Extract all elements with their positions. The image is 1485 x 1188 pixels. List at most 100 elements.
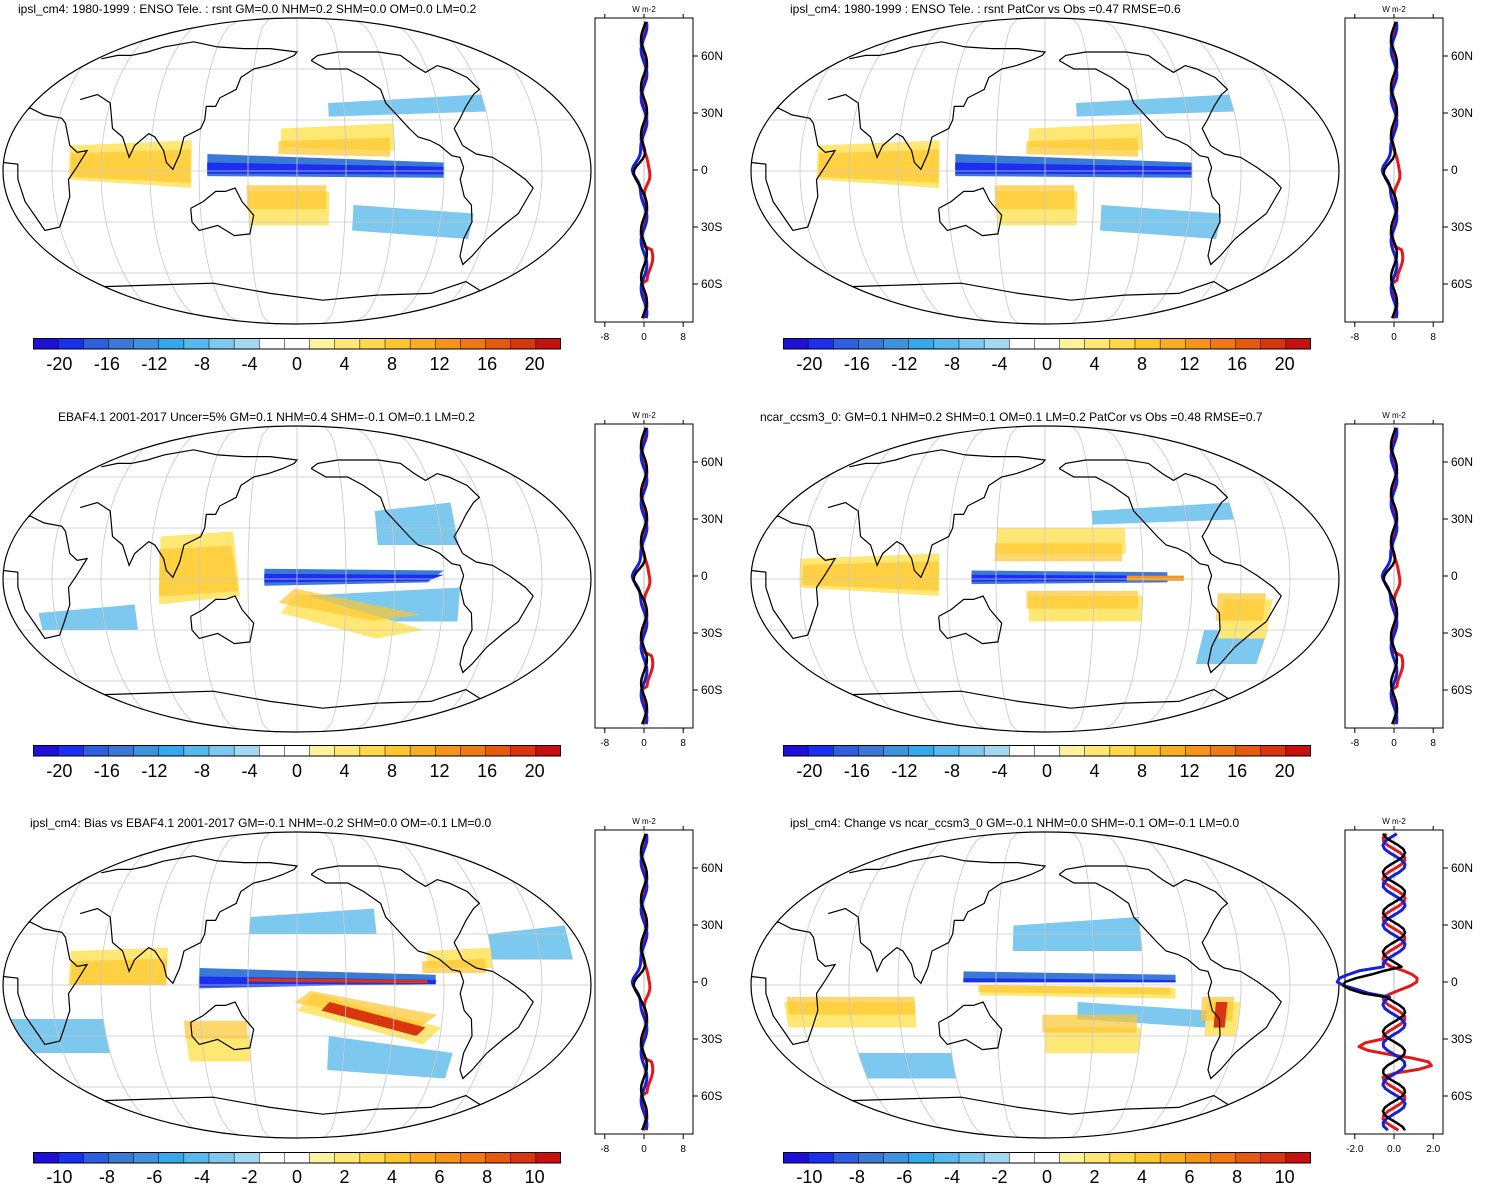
graticule-line [51,18,163,324]
graticule-line [377,426,445,732]
colorbar-tick-label: 12 [1179,761,1200,781]
colorbar-swatch [535,338,561,350]
graticule-line [198,426,244,732]
colorbar-tick-label: -12 [891,761,918,781]
coastline [80,41,299,171]
anomaly-region [246,185,327,210]
colorbar-tick-label: 8 [387,761,398,781]
coastline [800,280,1290,301]
colorbar-swatch [1235,1152,1262,1164]
anomaly-region [1045,1027,1142,1053]
coastline [310,459,534,674]
colorbar-swatch [535,745,561,757]
colorbar-tick-label: 12 [429,761,450,781]
panel-title: ipsl_cm4: Change vs ncar_ccsm3_0 GM=-0.1… [790,816,1240,830]
anomaly-region [1042,1014,1138,1033]
graticule-line [198,832,244,1138]
profile-lat-tick-label: 60S [701,1089,722,1103]
colorbar-swatch [1185,1152,1211,1164]
colorbar-swatch [958,1152,985,1164]
colorbar-swatch [858,745,885,757]
coastline [828,41,1047,171]
colorbar-swatch [57,338,84,350]
panel-title: ipsl_cm4: 1980-1999 : ENSO Tele. : rsnt … [18,2,477,16]
zonal-profile: W m-2 -8 0 8 60N 30N 0 30S 60S [1344,5,1473,343]
colorbar-swatch [259,745,285,757]
colorbar-swatch [1034,1152,1061,1164]
colorbar-swatch [908,338,935,350]
profile-lat-tick-label: 30S [701,626,722,640]
profile-lat-tick-label: 60S [701,683,722,697]
world-map [2,17,592,325]
graticule-line [404,18,494,324]
colorbar-swatch [883,1152,910,1164]
coastline [751,515,837,640]
colorbar-swatch [83,338,109,350]
panel-title: ncar_ccsm3_0: GM=0.1 NHM=0.2 SHM=0.1 OM=… [760,410,1263,424]
colorbar-swatch [33,1152,59,1164]
graticule-line [946,18,992,324]
colorbar-tick-label: -8 [943,761,960,781]
colorbar-swatch [208,745,235,757]
colorbar-swatch [284,338,311,350]
profile-x-tick-label: 8 [1430,738,1436,749]
colorbar-swatch [208,1152,235,1164]
colorbar-swatch [183,338,210,350]
anomaly-region [802,561,939,591]
colorbar-swatch [233,338,260,350]
colorbar-swatch [510,1152,537,1164]
colorbar-swatch [309,1152,336,1164]
anomaly-region [994,543,1123,562]
graticule-line [350,832,396,1138]
graticule-line [149,426,217,732]
colorbar-swatch [409,1152,436,1164]
coastline [52,1094,542,1115]
colorbar-tick-label: -4 [241,761,258,781]
colorbar-tick-label: 8 [1137,354,1148,374]
coastline [1058,865,1282,1080]
colorbar-swatch [1210,745,1237,757]
colorbar-tick-label: 0 [1041,354,1053,374]
profile-x-tick-label: 0 [641,332,647,343]
world-map [750,17,1340,325]
colorbar-swatch [33,338,59,350]
colorbar-swatch [933,745,960,757]
colorbar [783,745,1311,757]
anomaly-region [1091,502,1235,525]
anomaly-region [70,958,168,985]
colorbar-swatch [1109,745,1136,757]
colorbar-swatch [485,1152,512,1164]
colorbar-swatch [1009,338,1035,350]
colorbar-swatch [1210,338,1237,350]
profile-x-tick-label: 0.0 [1387,1144,1401,1155]
graticule-line [897,832,965,1138]
colorbar-tick-label: -16 [843,761,870,781]
colorbar-swatch [1009,1152,1035,1164]
colorbar-swatch [958,338,985,350]
colorbar-tick-label: -12 [141,354,168,374]
coastline [751,107,837,232]
colorbar-swatch [807,338,834,350]
profile-lat-tick-label: 30N [701,918,723,932]
colorbar-swatch [460,338,487,350]
graticule-line [431,832,543,1138]
graticule-line [149,18,217,324]
graticule-line [848,18,938,324]
profile-x-tick-label: -8 [600,1144,609,1155]
colorbar-tick-label: -20 [796,354,823,374]
coastline [3,107,89,232]
colorbar-tick-label: 0 [291,761,303,781]
colorbar-tick-label: -6 [896,1167,913,1187]
graticule-line [1098,832,1144,1138]
profile-lat-tick-label: 30N [1451,512,1473,526]
zonal-profile: W m-2 -8 0 8 60N 30N 0 30S 60S [594,411,723,749]
colorbar-tick-label: -6 [146,1167,163,1187]
profile-lat-tick-label: 30S [1451,1032,1472,1046]
colorbar-swatch [1285,338,1311,350]
anomaly-region [971,574,1168,582]
colorbar-tick-label: 4 [1137,1167,1148,1187]
colorbar-swatch [833,1152,859,1164]
graticule-line [1179,18,1291,324]
colorbar-swatch [1034,745,1061,757]
colorbar-swatch [535,1152,561,1164]
